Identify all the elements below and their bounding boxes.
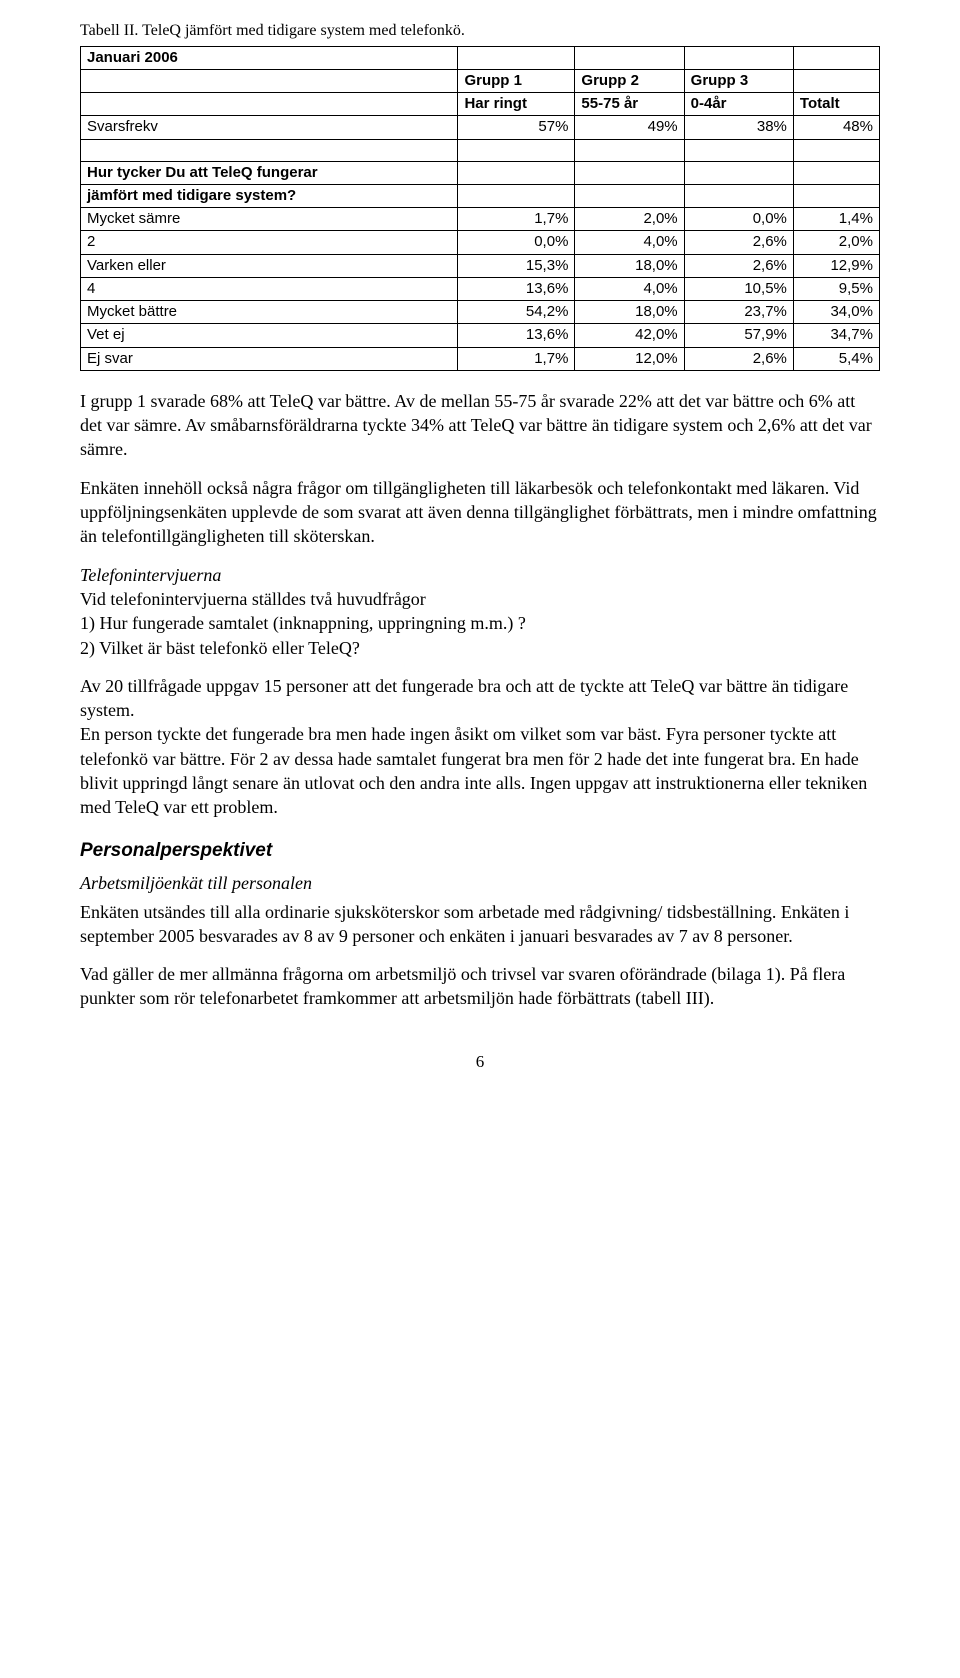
table-cell: 2,6% [684, 231, 793, 254]
table-cell: 1,4% [793, 208, 879, 231]
section-heading-personal: Personalperspektivet [80, 838, 880, 864]
telephone-intro: Vid telefonintervjuerna ställdes två huv… [80, 587, 880, 611]
table-cell: 57,9% [684, 324, 793, 347]
table-cell [81, 93, 458, 116]
table-cell [458, 184, 575, 207]
table-cell: 18,0% [575, 301, 684, 324]
table-cell: 1,7% [458, 208, 575, 231]
table-cell: 18,0% [575, 254, 684, 277]
table-cell [793, 139, 879, 161]
table-cell [684, 161, 793, 184]
paragraph-4: Enkäten utsändes till alla ordinarie sju… [80, 900, 880, 949]
table-cell: jämfört med tidigare system? [81, 184, 458, 207]
table-cell: 0-4år [684, 93, 793, 116]
question-1: 1) Hur fungerade samtalet (inknappning, … [80, 611, 880, 635]
table-cell: 2,0% [793, 231, 879, 254]
paragraph-3b: En person tyckte det fungerade bra men h… [80, 724, 867, 817]
table-cell: 23,7% [684, 301, 793, 324]
table-cell [81, 139, 458, 161]
page-number: 6 [80, 1051, 880, 1074]
table-cell [458, 139, 575, 161]
table-cell [81, 69, 458, 92]
table-cell: Grupp 2 [575, 69, 684, 92]
table-cell [458, 161, 575, 184]
table-cell [793, 184, 879, 207]
table-cell: Hur tycker Du att TeleQ fungerar [81, 161, 458, 184]
table-cell: 2,0% [575, 208, 684, 231]
telephone-subhead: Telefonintervjuerna [80, 563, 880, 587]
table-cell: Totalt [793, 93, 879, 116]
table-cell: Grupp 1 [458, 69, 575, 92]
table-cell: 48% [793, 116, 879, 139]
table-cell: Ej svar [81, 347, 458, 370]
table-cell: 55-75 år [575, 93, 684, 116]
table-cell: 2,6% [684, 254, 793, 277]
table-cell: 57% [458, 116, 575, 139]
table-cell: 4,0% [575, 277, 684, 300]
table-cell: Har ringt [458, 93, 575, 116]
table-cell [458, 46, 575, 69]
table-cell: 5,4% [793, 347, 879, 370]
table-cell: 4,0% [575, 231, 684, 254]
table-cell: 12,9% [793, 254, 879, 277]
table-cell: 4 [81, 277, 458, 300]
subhead-arbetsmiljo: Arbetsmiljöenkät till personalen [80, 871, 880, 895]
table-cell: 10,5% [684, 277, 793, 300]
paragraph-5: Vad gäller de mer allmänna frågorna om a… [80, 962, 880, 1011]
paragraph-3: Av 20 tillfrågade uppgav 15 personer att… [80, 674, 880, 820]
table-cell: Svarsfrekv [81, 116, 458, 139]
table-cell [793, 69, 879, 92]
question-list: 1) Hur fungerade samtalet (inknappning, … [80, 611, 880, 660]
table-cell: 13,6% [458, 277, 575, 300]
table-cell: 0,0% [684, 208, 793, 231]
table-cell: Varken eller [81, 254, 458, 277]
table-cell: 12,0% [575, 347, 684, 370]
table-cell: 49% [575, 116, 684, 139]
table-cell [575, 184, 684, 207]
question-2: 2) Vilket är bäst telefonkö eller TeleQ? [80, 636, 880, 660]
paragraph-2: Enkäten innehöll också några frågor om t… [80, 476, 880, 549]
table-cell: 15,3% [458, 254, 575, 277]
paragraph-3a: Av 20 tillfrågade uppgav 15 personer att… [80, 676, 848, 720]
paragraph-1: I grupp 1 svarade 68% att TeleQ var bätt… [80, 389, 880, 462]
table-cell: 1,7% [458, 347, 575, 370]
table-cell: 9,5% [793, 277, 879, 300]
table-cell: 0,0% [458, 231, 575, 254]
table-cell [793, 46, 879, 69]
table-cell [575, 161, 684, 184]
table-cell [793, 161, 879, 184]
table-cell: Vet ej [81, 324, 458, 347]
table-cell: 2,6% [684, 347, 793, 370]
table-cell: 38% [684, 116, 793, 139]
comparison-table: Januari 2006Grupp 1Grupp 2Grupp 3 Har rin… [80, 46, 880, 371]
table-cell: 42,0% [575, 324, 684, 347]
table-cell [684, 184, 793, 207]
table-cell: Mycket sämre [81, 208, 458, 231]
table-caption: Tabell II. TeleQ jämfört med tidigare sy… [80, 20, 880, 42]
table-cell: Mycket bättre [81, 301, 458, 324]
table-cell [684, 46, 793, 69]
table-cell: 54,2% [458, 301, 575, 324]
table-cell: 2 [81, 231, 458, 254]
table-cell [575, 139, 684, 161]
table-cell [684, 139, 793, 161]
table-cell [575, 46, 684, 69]
table-cell: Januari 2006 [81, 46, 458, 69]
table-cell: 13,6% [458, 324, 575, 347]
table-cell: Grupp 3 [684, 69, 793, 92]
table-cell: 34,0% [793, 301, 879, 324]
table-cell: 34,7% [793, 324, 879, 347]
